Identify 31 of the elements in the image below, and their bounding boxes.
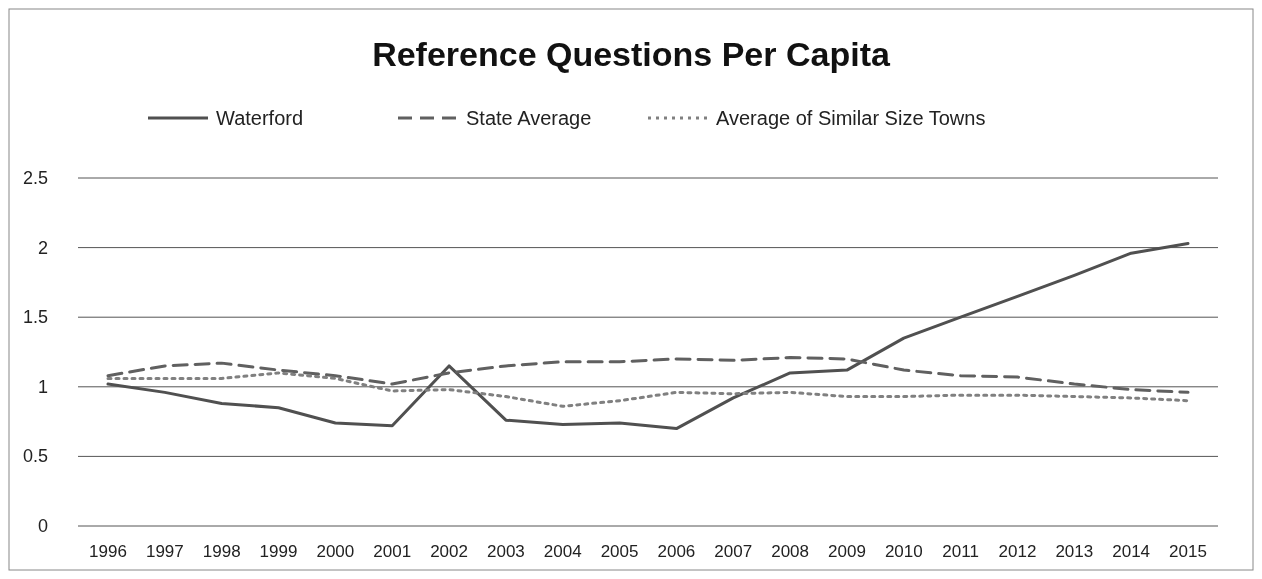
x-tick-label: 2010 [884,542,923,561]
x-tick-label: 2013 [1055,542,1094,561]
x-tick-label: 2001 [373,542,412,561]
x-tick-label: 2011 [942,542,979,561]
y-tick-label: 2.5 [22,168,48,188]
x-tick-label: 2000 [316,542,355,561]
y-tick-label: 1.5 [22,307,48,328]
y-tick-label: 1 [37,376,48,397]
x-tick-label: 1999 [259,542,298,561]
line-series [106,371,1190,408]
y-tick-label: 0 [37,516,48,536]
x-tick-label: 2005 [600,542,639,561]
legend-label: Waterford [216,107,304,129]
x-tick-label: 2004 [543,542,582,561]
x-tick-label: 2003 [486,542,525,561]
x-tick-label: 2009 [828,542,866,561]
chart-title: Reference Questions Per Capita [372,35,891,73]
x-tick-label: 1998 [202,542,241,561]
x-tick-label: 1996 [89,542,127,561]
x-tick-label: 1997 [145,542,184,561]
legend-label: State Average [466,107,592,129]
x-tick-label: 2006 [657,542,696,561]
legend-label: Average of Similar Size Towns [716,107,986,129]
y-tick-label: 2 [37,237,48,258]
x-tick-label: 2015 [1169,542,1207,561]
x-tick-label: 2012 [998,542,1037,561]
x-tick-label: 2007 [714,542,753,561]
x-tick-label: 2002 [430,542,468,561]
y-tick-label: 0.5 [22,446,48,467]
x-tick-label: 2014 [1112,542,1151,561]
x-tick-label: 2008 [771,542,810,561]
